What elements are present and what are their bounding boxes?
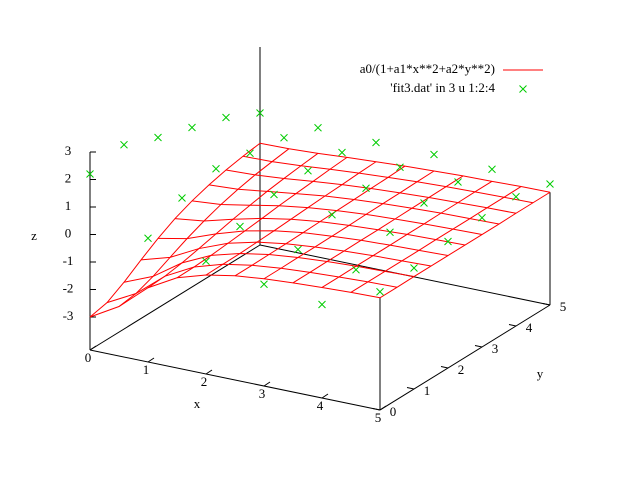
y-tick-label: 0 <box>390 404 397 419</box>
surface-line <box>234 165 406 277</box>
legend-label: 'fit3.dat' in 3 u 1:2:4 <box>390 80 495 95</box>
surface-line <box>350 186 522 293</box>
surface-line <box>147 152 319 289</box>
surface-line <box>205 161 377 276</box>
data-point <box>280 133 288 142</box>
tick-mark <box>263 381 271 387</box>
z-tick-label: -1 <box>63 253 74 268</box>
y-tick-label: 1 <box>424 383 431 398</box>
z-tick-label: 1 <box>65 198 72 213</box>
tick-mark <box>440 366 449 369</box>
z-axis-label: z <box>31 228 37 243</box>
tick-mark <box>508 324 517 327</box>
data-point <box>222 113 230 122</box>
data-point <box>202 257 210 266</box>
data-point <box>444 237 452 246</box>
data-point <box>488 165 496 174</box>
data-point <box>454 178 462 186</box>
z-tick-label: -3 <box>63 308 74 323</box>
surface-line <box>263 170 435 280</box>
z-tick-label: 2 <box>65 170 72 185</box>
surface-line <box>118 148 290 307</box>
data-point <box>420 199 428 207</box>
data-point <box>396 163 404 172</box>
data-point <box>120 140 128 149</box>
data-point <box>338 148 346 157</box>
surface-line <box>176 156 348 279</box>
data-point <box>304 166 312 175</box>
data-point <box>212 164 220 173</box>
data-point <box>154 133 162 142</box>
tick-mark <box>379 405 387 411</box>
data-point <box>386 228 394 237</box>
surface-line <box>292 175 464 284</box>
data-point <box>328 210 336 219</box>
data-point <box>294 245 302 254</box>
y-tick-label: 2 <box>458 362 465 377</box>
data-point <box>410 264 418 272</box>
tick-mark <box>406 387 415 390</box>
tick-mark <box>205 369 213 375</box>
y-axis-label: y <box>537 366 544 381</box>
axis-line <box>379 304 551 411</box>
x-axis-label: x <box>194 396 201 411</box>
data-point <box>86 170 94 178</box>
data-point <box>246 149 254 158</box>
tick-mark <box>542 303 551 306</box>
legend-label: a0/(1+a1*x**2+a2*y**2) <box>360 61 495 76</box>
data-point <box>430 150 438 159</box>
data-point <box>314 123 322 132</box>
tick-mark <box>474 345 483 348</box>
data-point <box>188 123 196 132</box>
data-point <box>512 192 520 201</box>
data-point <box>236 222 244 231</box>
data-point <box>376 287 384 296</box>
data-point <box>144 234 152 243</box>
data-point <box>478 213 486 222</box>
z-tick-label: 0 <box>65 225 72 240</box>
data-point <box>178 194 186 202</box>
data-point <box>372 138 380 147</box>
y-tick-label: 5 <box>560 299 567 314</box>
axis-line <box>89 244 261 351</box>
x-tick-label: 3 <box>259 386 266 401</box>
tick-mark <box>321 393 329 399</box>
surface-line <box>259 142 551 193</box>
x-tick-label: 2 <box>201 374 208 389</box>
data-point <box>256 109 264 117</box>
data-point <box>260 280 268 289</box>
surface-line <box>157 230 449 257</box>
surface-line <box>379 191 551 299</box>
tick-mark <box>147 357 155 363</box>
z-tick-label: 3 <box>65 143 72 158</box>
y-tick-label: 3 <box>492 341 499 356</box>
x-tick-label: 1 <box>143 362 150 377</box>
data-point <box>270 190 278 199</box>
tick-mark <box>89 345 97 351</box>
axis-line <box>89 349 381 411</box>
data-point <box>546 180 554 188</box>
tick-mark <box>372 408 381 411</box>
surface-line <box>89 142 261 318</box>
data-point <box>352 265 360 274</box>
legend-swatch <box>519 85 527 93</box>
x-tick-label: 5 <box>375 410 382 425</box>
x-tick-label: 0 <box>85 350 92 365</box>
surface-line <box>321 180 493 288</box>
z-tick-label: -2 <box>63 280 74 295</box>
data-point <box>362 184 370 193</box>
surface-line <box>106 263 398 304</box>
x-tick-label: 4 <box>317 398 324 413</box>
y-tick-label: 4 <box>526 320 533 335</box>
data-point <box>318 300 326 309</box>
